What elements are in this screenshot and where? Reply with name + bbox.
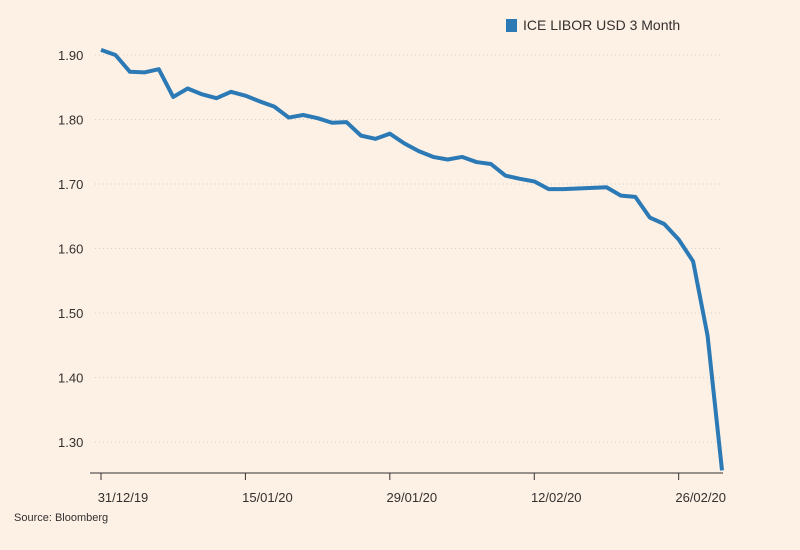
- source-note: Source: Bloomberg: [14, 512, 108, 524]
- x-tick-label: 31/12/19: [98, 490, 149, 505]
- series-line: [100, 47, 724, 471]
- legend-swatch: [506, 19, 517, 32]
- x-tick-label: 15/01/20: [242, 490, 293, 505]
- series-layer: [100, 47, 724, 471]
- legend-label: ICE LIBOR USD 3 Month: [523, 17, 680, 33]
- x-tick-label: 26/02/20: [675, 490, 726, 505]
- x-axis: 31/12/19 15/01/20 29/01/20 12/02/20 26/02/20: [90, 472, 726, 505]
- y-tick-label: 1.80: [58, 113, 83, 128]
- y-axis: 1.30 1.40 1.50 1.60 1.70 1.80 1.90: [58, 48, 83, 450]
- x-tick-label: 29/01/20: [387, 490, 438, 505]
- y-tick-label: 1.90: [58, 48, 83, 63]
- grid-lines: [95, 54, 723, 443]
- y-tick-label: 1.30: [58, 435, 83, 450]
- legend: ICE LIBOR USD 3 Month: [506, 17, 680, 33]
- x-tick-label: 12/02/20: [531, 490, 582, 505]
- y-tick-label: 1.50: [58, 306, 83, 321]
- y-tick-label: 1.70: [58, 177, 83, 192]
- y-tick-label: 1.60: [58, 242, 83, 257]
- y-tick-label: 1.40: [58, 371, 83, 386]
